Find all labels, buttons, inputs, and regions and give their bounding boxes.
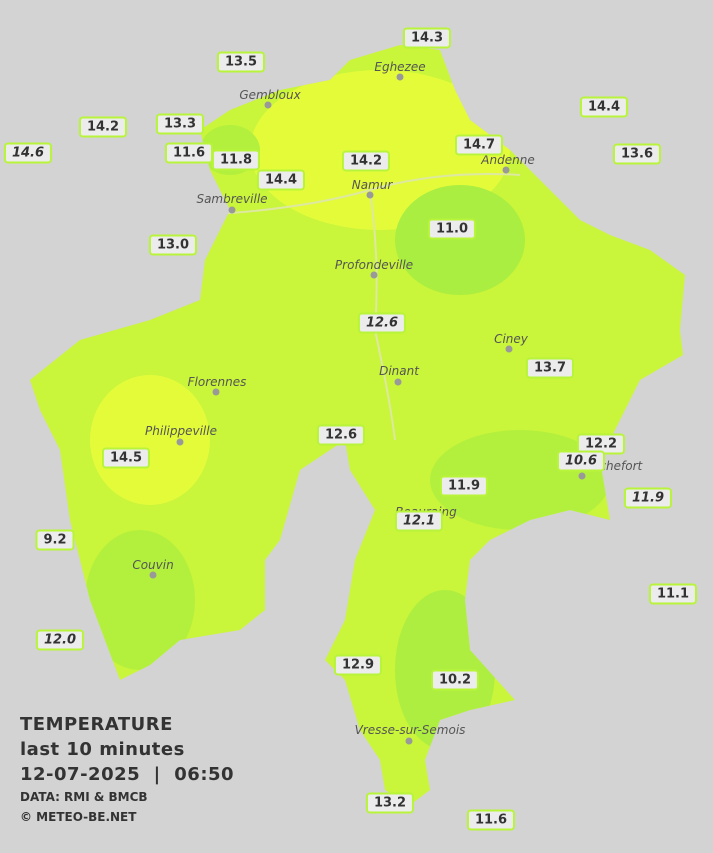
city-dot xyxy=(394,378,402,386)
station-temperature: 14.6 xyxy=(3,142,53,164)
legend: TEMPERATURE last 10 minutes 12-07-2025 |… xyxy=(20,712,234,827)
station-temperature: 12.0 xyxy=(35,629,85,651)
station-temperature: 14.4 xyxy=(256,169,306,191)
station-temperature: 13.3 xyxy=(155,113,205,135)
station-temperature: 12.6 xyxy=(316,424,366,446)
city-name: Florennes xyxy=(187,375,247,389)
station-temperature: 11.0 xyxy=(427,218,477,240)
title: TEMPERATURE xyxy=(20,714,173,735)
station-temperature: 11.6 xyxy=(466,809,516,831)
station-temperature: 12.1 xyxy=(394,510,444,532)
station-temperature: 14.7 xyxy=(454,134,504,156)
station-temperature: 14.5 xyxy=(101,447,151,469)
city-dot xyxy=(396,73,404,81)
station-temperature: 14.2 xyxy=(78,116,128,138)
station-temperature: 11.9 xyxy=(439,475,489,497)
city-dot xyxy=(505,345,513,353)
city-name: Andenne xyxy=(481,153,535,167)
station-temperature: 13.7 xyxy=(525,357,575,379)
timestamp: 12-07-2025 | 06:50 xyxy=(20,764,235,785)
city-dot xyxy=(228,206,236,214)
city-dot xyxy=(176,438,184,446)
station-temperature: 13.0 xyxy=(148,234,198,256)
station-temperature: 14.3 xyxy=(402,27,452,49)
city-name: Namur xyxy=(351,178,393,192)
station-temperature: 11.8 xyxy=(211,149,261,171)
station-temperature: 14.2 xyxy=(341,150,391,172)
city-dot xyxy=(578,472,586,480)
city-name: Eghezee xyxy=(374,60,426,74)
city-dot xyxy=(149,571,157,579)
credit: © METEO-BE.NET xyxy=(20,810,137,824)
station-temperature: 11.9 xyxy=(623,487,673,509)
city-dot xyxy=(264,101,272,109)
station-temperature: 12.9 xyxy=(333,654,383,676)
source: DATA: RMI & BMCB xyxy=(20,790,148,804)
city-name: Sambreville xyxy=(196,192,268,206)
city-dot xyxy=(405,737,413,745)
station-temperature: 14.4 xyxy=(579,96,629,118)
city-name: Gembloux xyxy=(239,88,301,102)
station-temperature: 13.6 xyxy=(612,143,662,165)
city-name: Couvin xyxy=(132,558,174,572)
station-temperature: 11.6 xyxy=(164,142,214,164)
station-temperature: 13.5 xyxy=(216,51,266,73)
station-temperature: 9.2 xyxy=(35,529,75,551)
station-temperature: 13.2 xyxy=(365,792,415,814)
city-name: Vresse-sur-Semois xyxy=(354,723,466,737)
city-dot xyxy=(366,191,374,199)
city-name: Ciney xyxy=(494,332,528,346)
subtitle: last 10 minutes xyxy=(20,739,185,760)
station-temperature: 11.1 xyxy=(648,583,698,605)
city-dot xyxy=(370,271,378,279)
city-name: Philippeville xyxy=(145,424,217,438)
station-temperature: 10.6 xyxy=(556,450,606,472)
station-temperature: 12.6 xyxy=(357,312,407,334)
city-name: Dinant xyxy=(379,364,419,378)
city-name: Profondeville xyxy=(334,258,414,272)
station-temperature: 10.2 xyxy=(430,669,480,691)
city-dot xyxy=(212,388,220,396)
city-dot xyxy=(502,166,510,174)
